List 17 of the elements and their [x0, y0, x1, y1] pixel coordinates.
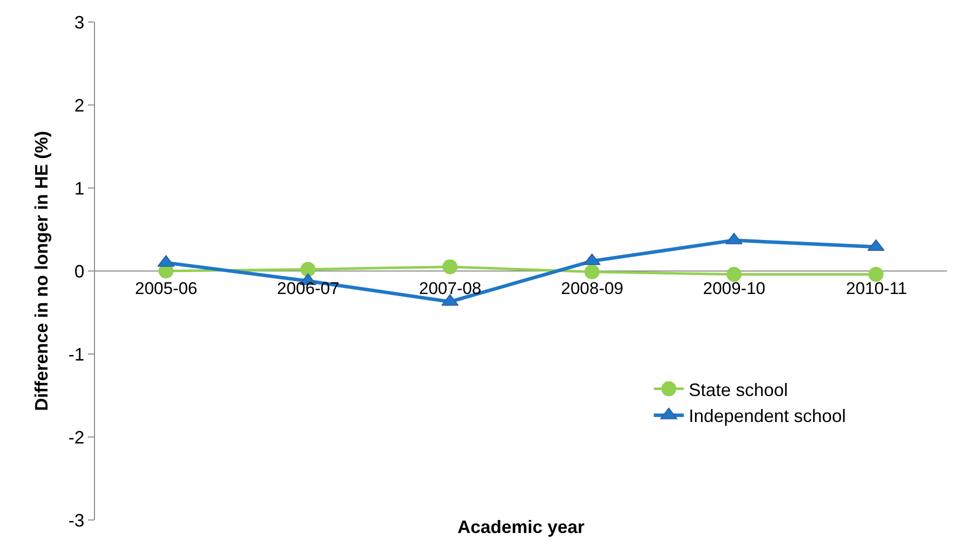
y-tick-label: 3	[74, 12, 84, 32]
x-tick-label: 2008-09	[561, 279, 624, 298]
y-axis-title: Difference in no longer in HE (%)	[32, 130, 52, 412]
y-tick-label: 1	[74, 178, 84, 198]
y-tick-label: -1	[68, 344, 84, 364]
x-tick-label: 2007-08	[419, 279, 482, 298]
x-axis-title: Academic year	[457, 517, 585, 538]
x-tick-label: 2005-06	[135, 279, 198, 298]
y-tick-label: -3	[68, 510, 84, 530]
legend-label: Independent school	[688, 406, 846, 426]
x-tick-label: 2010-11	[846, 279, 908, 298]
y-tick-label: 2	[74, 95, 84, 116]
y-tick-label: 0	[74, 261, 84, 282]
y-tick-label: -2	[68, 427, 84, 448]
x-tick-label: 2009-10	[703, 279, 766, 298]
x-tick-label: 2006-07	[277, 279, 340, 298]
legend-label: State school	[688, 380, 788, 400]
